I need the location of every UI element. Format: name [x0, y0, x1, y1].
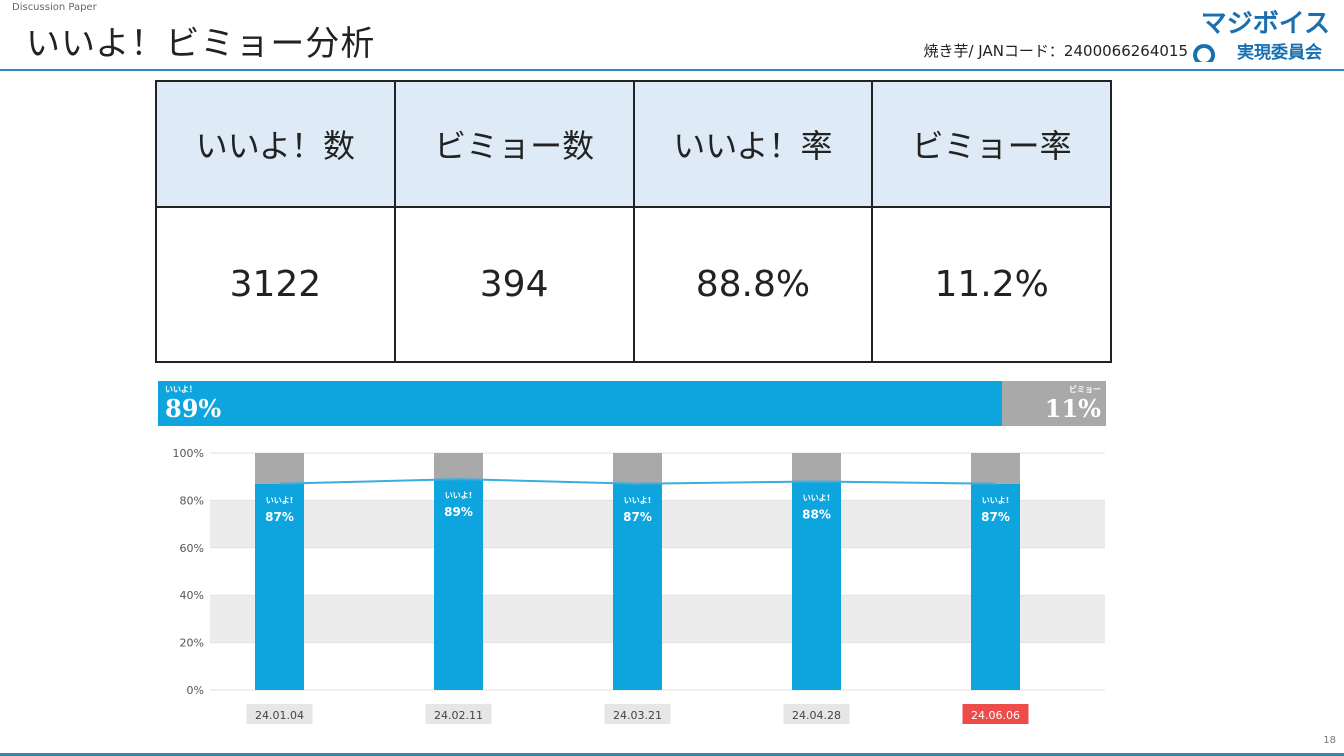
y-tick-label: 60%: [180, 542, 204, 555]
ratio-bad-value: 11%: [1044, 394, 1101, 423]
value-good-rate: 88.8%: [632, 206, 874, 363]
value-good-count: 3122: [155, 206, 396, 363]
y-tick-label: 40%: [180, 589, 204, 602]
bar-series-label: いいよ!: [266, 496, 294, 505]
bar-value-label: 88%: [802, 507, 831, 521]
bar-bad: [434, 453, 483, 480]
category-label-box: [246, 704, 313, 724]
summary-header-row: いいよ！数 ビミョー数 いいよ！率 ビミョー率: [155, 80, 1112, 208]
category-label-box: [604, 704, 671, 724]
bar-series-label: いいよ!: [803, 493, 831, 502]
bar-series-label: いいよ!: [624, 496, 652, 505]
bar-bad: [971, 453, 1020, 484]
bar-bad: [792, 453, 841, 482]
page-number: 18: [1323, 735, 1336, 746]
y-tick-label: 0%: [187, 684, 204, 697]
summary-value-row: 3122 394 88.8% 11.2%: [155, 206, 1112, 363]
header-good-count: いいよ！数: [155, 80, 396, 208]
trend-chart: 0% 20% 40% 60% 80% 100% いいよ! 87% 24.01.04 いいよ! 89%…: [173, 447, 1105, 724]
ratio-bad-label: ビミョー: [1068, 385, 1101, 394]
category-label: 24.04.28: [792, 709, 841, 722]
bar-good: [255, 483, 304, 690]
header-kicker: Discussion Paper: [12, 2, 97, 13]
svg-text:マジボイス: マジボイス: [1201, 9, 1330, 39]
trend-line: [279, 478, 996, 485]
top-rule: [0, 69, 1344, 71]
bar-good: [792, 481, 841, 690]
summary-table: いいよ！数 ビミョー数 いいよ！率 ビミョー率 3122 394 88.8% 1…: [155, 80, 1112, 363]
category-label-box: [962, 704, 1029, 724]
header-good-rate: いいよ！率: [632, 80, 874, 208]
category-label: 24.06.06: [971, 709, 1020, 722]
bar-bad: [255, 453, 304, 484]
ratio-bad-segment: ビミョー 11%: [1001, 381, 1106, 426]
category-label: 24.02.11: [434, 709, 483, 722]
bar-series-label: いいよ!: [982, 496, 1010, 505]
y-tick-label: 20%: [180, 637, 204, 650]
ratio-good-segment: いいよ！ 89%: [158, 381, 1002, 426]
category-label: 24.01.04: [255, 709, 304, 722]
y-tick-label: 100%: [173, 447, 204, 460]
svg-text:実現委員会: 実現委員会: [1237, 42, 1322, 62]
brand-logo: マジボイス 実現委員会: [1193, 9, 1330, 62]
value-bad-rate: 11.2%: [871, 206, 1112, 363]
bar-value-label: 89%: [444, 505, 473, 519]
bar-value-label: 87%: [981, 510, 1010, 524]
bar-bad: [613, 453, 662, 484]
category-label: 24.03.21: [613, 709, 662, 722]
bar-value-label: 87%: [265, 510, 294, 524]
category-label-box: [783, 704, 850, 724]
bar-good: [613, 483, 662, 690]
ratio-good-value: 89%: [165, 394, 222, 423]
header-bad-rate: ビミョー率: [871, 80, 1112, 208]
bar-value-label: 87%: [623, 510, 652, 524]
header-bad-count: ビミョー数: [393, 80, 635, 208]
ratio-bar: いいよ！ 89% ビミョー 11%: [158, 381, 1106, 426]
page-title: いいよ！ビミョー分析: [26, 24, 376, 64]
bottom-rule: [0, 753, 1344, 756]
y-tick-label: 80%: [180, 494, 204, 507]
product-info: 焼き芋/ JANコード：2400066264015: [923, 42, 1188, 60]
ratio-good-label: いいよ！: [165, 385, 197, 394]
bar-good: [434, 479, 483, 690]
bar-good: [971, 483, 1020, 690]
bar-series-label: いいよ!: [445, 491, 473, 500]
category-label-box: [425, 704, 492, 724]
value-bad-count: 394: [393, 206, 635, 363]
